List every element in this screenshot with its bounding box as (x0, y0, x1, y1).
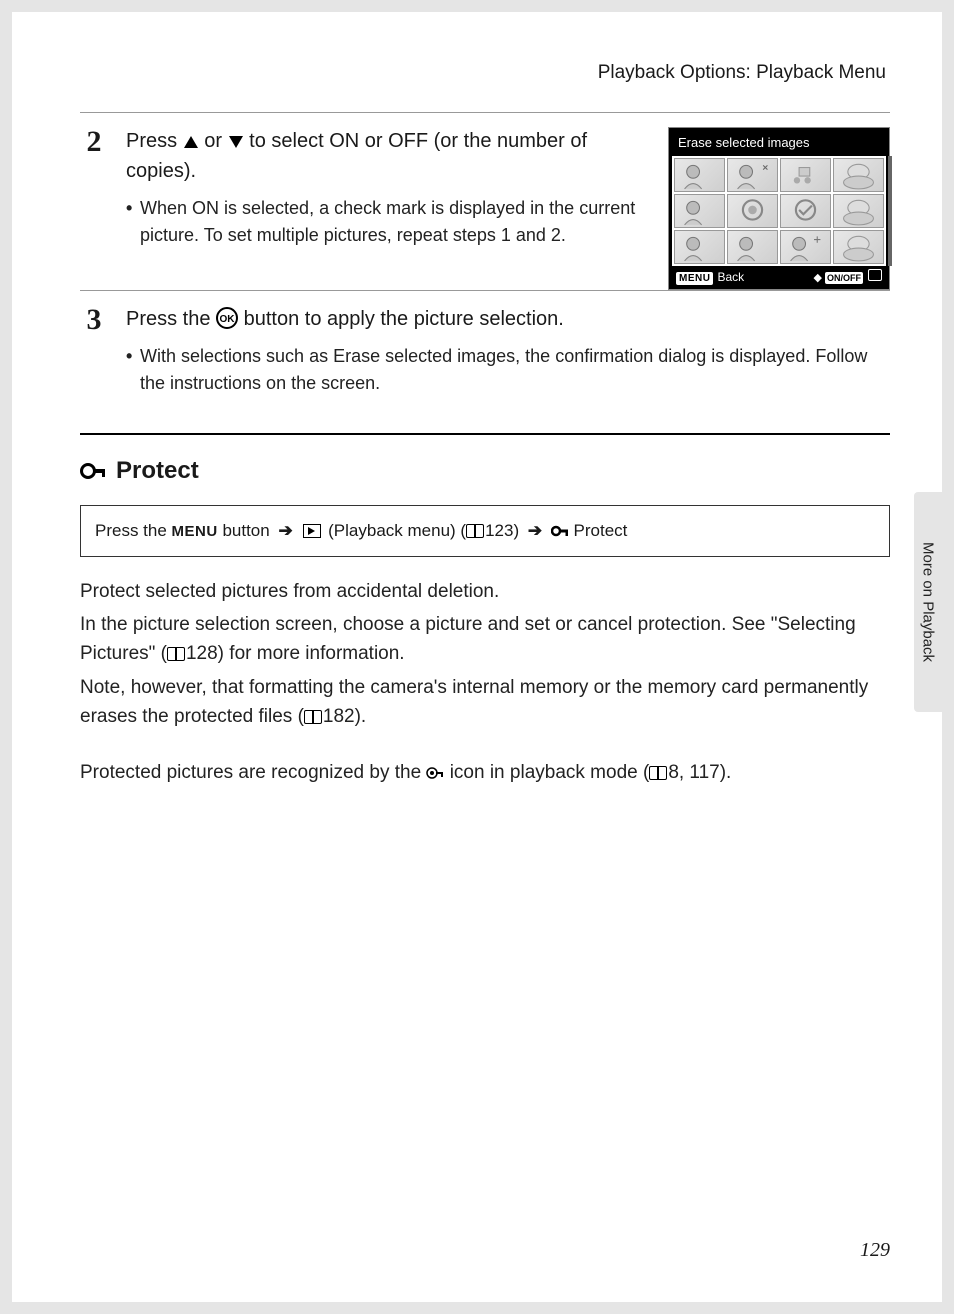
lcd-screenshot: Erase selected images MENU Back (668, 127, 890, 290)
body-text: Protect selected pictures from accidenta… (80, 577, 890, 788)
step-3-heading: Press the OK button to apply the picture… (126, 305, 890, 333)
arrow-icon: ➔ (278, 521, 292, 540)
protect-heading: Protect (80, 457, 890, 485)
ok-button-icon: OK (216, 307, 238, 329)
thumbnail-grid (672, 156, 886, 266)
step-2-bullets: When ON is selected, a check mark is dis… (126, 195, 650, 249)
lcd-title: Erase selected images (672, 131, 886, 156)
text: 182). (323, 706, 366, 727)
text: 128) for more information. (186, 643, 405, 664)
thumbnail (674, 230, 725, 264)
menu-pill: MENU (676, 272, 713, 285)
step-number: 3 (80, 305, 108, 397)
manual-page: Playback Options: Playback Menu 2 Press … (12, 12, 942, 1302)
divider (80, 290, 890, 291)
text: 8, 117). (668, 762, 731, 783)
side-tab: More on Playback (914, 492, 942, 712)
paragraph: In the picture selection screen, choose … (80, 610, 890, 669)
text: Press the (126, 308, 216, 330)
text: Protected pictures are recognized by the (80, 762, 426, 783)
up-triangle-icon (183, 129, 199, 157)
text: Press the (95, 521, 172, 540)
magnify-icon (868, 269, 882, 281)
back-label: Back (717, 270, 744, 284)
step-3: 3 Press the OK button to apply the pictu… (80, 305, 890, 397)
protect-key-icon (551, 521, 569, 537)
thumbnail (727, 158, 778, 192)
step-3-bullets: With selections such as Erase selected i… (126, 343, 890, 397)
lcd-footer: MENU Back ◆ON/OFF (672, 266, 886, 286)
step-body: Press or to select ON or OFF (or the num… (126, 127, 650, 249)
lcd-back: MENU Back (676, 270, 744, 284)
protect-status-icon (426, 761, 444, 777)
thumbnail (727, 230, 778, 264)
thumbnail (833, 158, 884, 192)
thumbnail (833, 230, 884, 264)
nav-path-box: Press the MENU button ➔ (Playback menu) … (80, 505, 890, 557)
arrow-icon: ➔ (528, 521, 542, 540)
protect-title: Protect (116, 457, 199, 485)
thumbnail (833, 194, 884, 228)
text: button (218, 521, 275, 540)
page-header: Playback Options: Playback Menu (80, 62, 890, 84)
step-2-heading: Press or to select ON or OFF (or the num… (126, 127, 650, 185)
step-number: 2 (80, 127, 108, 249)
side-tab-label: More on Playback (920, 542, 937, 662)
thumbnail (674, 194, 725, 228)
text: 123) (485, 521, 524, 540)
book-ref-icon (649, 766, 667, 780)
step-2: 2 Press or to select ON or OFF (or the n… (80, 127, 650, 249)
menu-label: MENU (172, 523, 218, 540)
thumbnail (780, 158, 831, 192)
book-ref-icon (167, 647, 185, 661)
text: or (199, 130, 228, 152)
text: Press (126, 130, 183, 152)
step-body: Press the OK button to apply the picture… (126, 305, 890, 397)
lcd-onoff: ◆ON/OFF (814, 269, 882, 284)
book-ref-icon (466, 524, 484, 538)
onoff-label: ON/OFF (825, 272, 863, 284)
text: Note, however, that formatting the camer… (80, 677, 868, 727)
thumbnail (727, 194, 778, 228)
bullet-item: With selections such as Erase selected i… (140, 343, 890, 397)
thumbnail (780, 194, 831, 228)
scrollbar (888, 156, 892, 266)
updown-icon: ◆ (814, 272, 822, 284)
svg-text:OK: OK (220, 314, 236, 325)
page-number: 129 (860, 1239, 890, 1262)
text: button to apply the picture selection. (238, 308, 564, 330)
bullet-item: When ON is selected, a check mark is dis… (140, 195, 650, 249)
section-divider (80, 433, 890, 435)
text: Protect (569, 521, 628, 540)
playback-icon (303, 524, 321, 538)
thumbnail (780, 230, 831, 264)
paragraph: Protected pictures are recognized by the… (80, 758, 890, 787)
down-triangle-icon (228, 129, 244, 157)
divider (80, 112, 890, 113)
protect-key-icon (80, 460, 106, 482)
paragraph: Note, however, that formatting the camer… (80, 673, 890, 732)
text: (Playback menu) ( (323, 521, 466, 540)
thumbnail (674, 158, 725, 192)
book-ref-icon (304, 710, 322, 724)
paragraph: Protect selected pictures from accidenta… (80, 577, 890, 606)
step-2-row: 2 Press or to select ON or OFF (or the n… (80, 127, 890, 290)
text: icon in playback mode ( (444, 762, 649, 783)
